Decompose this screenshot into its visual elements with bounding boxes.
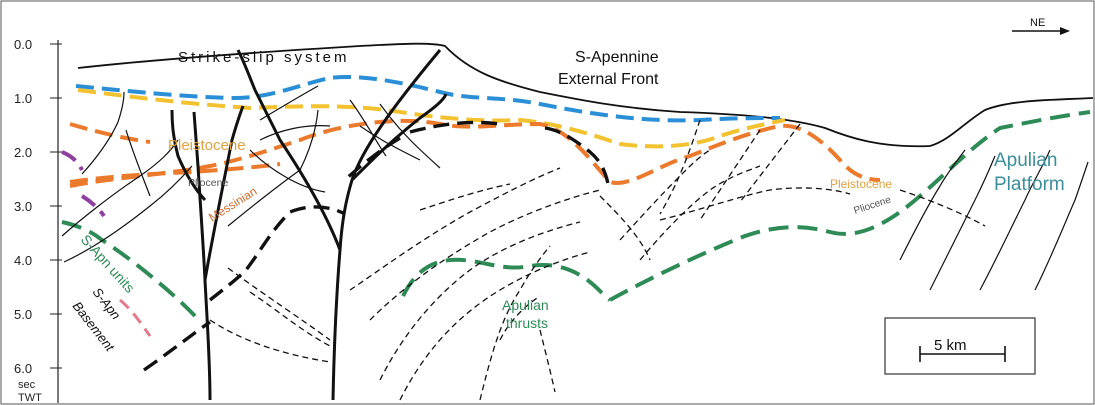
north-east-arrow [1012, 27, 1070, 35]
y-tick-label: 5.0 [14, 307, 32, 322]
blue-horizon [75, 74, 781, 123]
dashed-thrust-traces [209, 119, 986, 401]
strike-slip-title: Strike-slip system [178, 49, 350, 66]
y-tick-label: 1.0 [14, 91, 32, 106]
y-tick-label: 0.0 [14, 37, 32, 52]
y-unit-sec: sec [18, 379, 36, 391]
y-tick-label: 2.0 [14, 145, 32, 160]
direction-label: NE [1030, 17, 1045, 29]
seafloor-profile [77, 42, 1094, 148]
y-tick-label: 3.0 [14, 199, 32, 214]
s-apn-units-label: S-Apn units [78, 231, 138, 295]
y-axis-ticks [50, 43, 62, 369]
purple-horizon [61, 150, 106, 218]
pleistocene-label-left: Pleistocene [168, 137, 246, 154]
messinian-label: Messinian [206, 184, 259, 225]
yellow-horizon [77, 88, 786, 149]
y-tick-label: 6.0 [14, 361, 32, 376]
strike-slip-faults [170, 49, 448, 401]
y-unit-twt: TWT [18, 392, 42, 404]
y-tick-label: 4.0 [14, 253, 32, 268]
scale-bar-box [884, 317, 1036, 375]
green-horizon-thrusts [401, 257, 612, 302]
black-dashed-horizon [143, 120, 610, 372]
pleistocene-label-right: Pleistocene [830, 177, 892, 191]
pink-horizon [119, 298, 152, 337]
thin-faults [61, 85, 1089, 291]
front-label-line2: External Front [558, 71, 659, 88]
apulian-platform-label-line1: Apulian [994, 150, 1057, 171]
front-label-line1: S-Apennine [575, 49, 659, 66]
green-horizon-platform [609, 110, 1091, 302]
apulian-thrusts-label-line1: Apulian [502, 297, 549, 313]
apulian-platform-label-line2: Platform [994, 174, 1065, 195]
scale-bar-label: 5 km [934, 337, 967, 354]
pliocene-label-right: Pliocene [853, 194, 893, 216]
orange-horizon [69, 118, 881, 188]
orange-horizon-lower [69, 162, 281, 184]
green-horizon-upper [61, 220, 197, 318]
pliocene-label-left: Pliocene [188, 177, 228, 189]
apulian-thrusts-label-line2: thrusts [506, 315, 548, 331]
